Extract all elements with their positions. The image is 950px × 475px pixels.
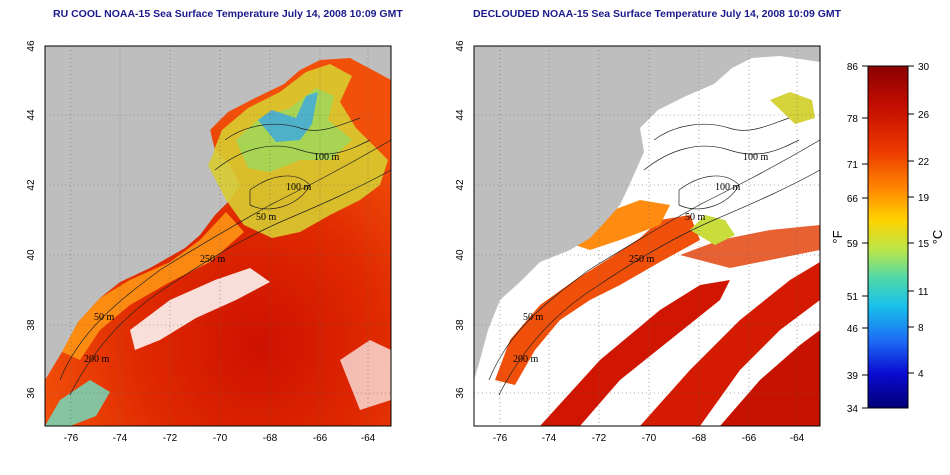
- left-coast-land: [45, 46, 391, 380]
- left-map-title: RU COOL NOAA-15 Sea Surface Temperature …: [53, 8, 403, 20]
- right-sst-shelf-green: [690, 215, 735, 245]
- left-midshelf-orange: [62, 212, 244, 360]
- left-y-tick: 46: [26, 40, 37, 52]
- colorbar-f-tick: 39: [847, 371, 859, 382]
- right-sst-coastal: [495, 215, 700, 385]
- right-x-tick: -68: [692, 433, 707, 444]
- colorbar-unit-fahrenheit: °F: [830, 230, 845, 243]
- colorbar-f-tick: 46: [847, 324, 859, 335]
- colorbar-c-tick: 4: [918, 369, 924, 380]
- left-contour-label-100m-b: 100 m: [286, 182, 312, 193]
- colorbar-unit-celsius: °C: [930, 230, 945, 245]
- colorbar-gradient: [867, 65, 909, 409]
- right-x-tick: -64: [790, 433, 805, 444]
- left-y-tick: 40: [26, 249, 37, 261]
- colorbar-c-tick: 26: [918, 110, 930, 121]
- left-x-tick: -74: [113, 433, 128, 444]
- colorbar-f-tick: 78: [847, 114, 859, 125]
- left-shelf-cool-3: [258, 92, 318, 142]
- right-sst-gulf-patch: [770, 92, 815, 124]
- colorbar-f-tick: 59: [847, 239, 859, 250]
- left-x-tick: -66: [313, 433, 328, 444]
- left-y-tick: 44: [26, 109, 37, 121]
- left-x-tick: -68: [263, 433, 278, 444]
- left-y-axis: 46 44 42 40 38 36: [26, 40, 37, 399]
- colorbar-c-tick: 15: [918, 239, 930, 250]
- left-map-frame: [44, 45, 392, 427]
- left-x-tick: -70: [213, 433, 228, 444]
- left-contour-label-100m-a: 100 m: [314, 152, 340, 163]
- right-contour-label-100m-a: 100 m: [743, 152, 769, 163]
- left-y-tick: 38: [26, 319, 37, 331]
- colorbar-f-tick: 51: [847, 292, 859, 303]
- colorbar-c-tick: 19: [918, 193, 930, 204]
- left-cloud-band-3: [340, 340, 391, 410]
- right-y-tick: 40: [455, 249, 466, 261]
- left-graticule: [45, 46, 391, 426]
- left-contour-label-250m: 250 m: [200, 254, 226, 265]
- colorbar-f-tick: 66: [847, 194, 859, 205]
- left-y-tick: 36: [26, 387, 37, 399]
- left-y-tick: 42: [26, 179, 37, 191]
- right-x-tick: -76: [493, 433, 508, 444]
- left-contour-label-200m: 200 m: [84, 354, 110, 365]
- right-sst-band-1: [540, 280, 730, 426]
- right-y-tick: 36: [455, 387, 466, 399]
- right-y-tick: 38: [455, 319, 466, 331]
- right-y-tick: 46: [455, 40, 466, 52]
- right-map-title: DECLOUDED NOAA-15 Sea Surface Temperatur…: [473, 8, 842, 20]
- right-contour-label-50m-b: 50 m: [523, 312, 544, 323]
- left-cloud-band-2: [45, 380, 110, 426]
- colorbar-f-tick: 71: [847, 160, 859, 171]
- colorbar-c-tick: 8: [918, 323, 924, 334]
- right-contour-label-50m-a: 50 m: [685, 212, 706, 223]
- colorbar-fahrenheit-ticks: 86 78 71 66 59 51 46 39 34: [847, 62, 868, 415]
- left-contour-label-50m-b: 50 m: [94, 312, 115, 323]
- right-y-tick: 42: [455, 179, 466, 191]
- right-x-axis: -76 -74 -72 -70 -68 -66 -64: [493, 433, 805, 444]
- right-contour-label-250m: 250 m: [629, 254, 655, 265]
- left-x-axis: -76 -74 -72 -70 -68 -66 -64: [64, 433, 376, 444]
- left-map: 100 m 100 m 50 m 250 m 50 m 200 m -76 -7…: [26, 40, 392, 444]
- colorbar-c-tick: 30: [918, 62, 930, 73]
- right-coast-land: [474, 46, 820, 380]
- colorbar: 86 78 71 66 59 51 46 39 34 30 26 22 19 1…: [830, 62, 945, 415]
- right-y-axis: 46 44 42 40 38 36: [455, 40, 466, 399]
- right-x-tick: -66: [742, 433, 757, 444]
- left-contour-label-50m-a: 50 m: [256, 212, 277, 223]
- left-cloud-band-1: [130, 268, 270, 350]
- right-x-tick: -72: [592, 433, 607, 444]
- right-x-tick: -74: [542, 433, 557, 444]
- colorbar-f-tick: 86: [847, 62, 859, 73]
- right-sst-band-4: [680, 225, 820, 268]
- right-bathymetry-contours: [488, 117, 820, 396]
- colorbar-f-tick: 34: [847, 404, 859, 415]
- right-y-tick: 44: [455, 109, 466, 121]
- colorbar-c-tick: 11: [918, 287, 929, 298]
- right-x-tick: -70: [642, 433, 657, 444]
- right-map-frame: [473, 45, 821, 427]
- colorbar-celsius-ticks: 30 26 22 19 15 11 8 4: [908, 62, 930, 380]
- left-x-tick: -64: [361, 433, 376, 444]
- right-sst-band-3: [720, 330, 820, 426]
- right-contour-label-200m: 200 m: [513, 354, 539, 365]
- right-graticule: [474, 46, 820, 426]
- left-bathymetry-contours: [59, 117, 391, 396]
- left-x-tick: -72: [163, 433, 178, 444]
- colorbar-c-tick: 22: [918, 157, 930, 168]
- left-x-tick: -76: [64, 433, 79, 444]
- right-sst-band-2: [640, 262, 820, 426]
- right-contour-label-100m-b: 100 m: [715, 182, 741, 193]
- right-map: 100 m 100 m 50 m 250 m 50 m 200 m -76 -7…: [455, 40, 821, 444]
